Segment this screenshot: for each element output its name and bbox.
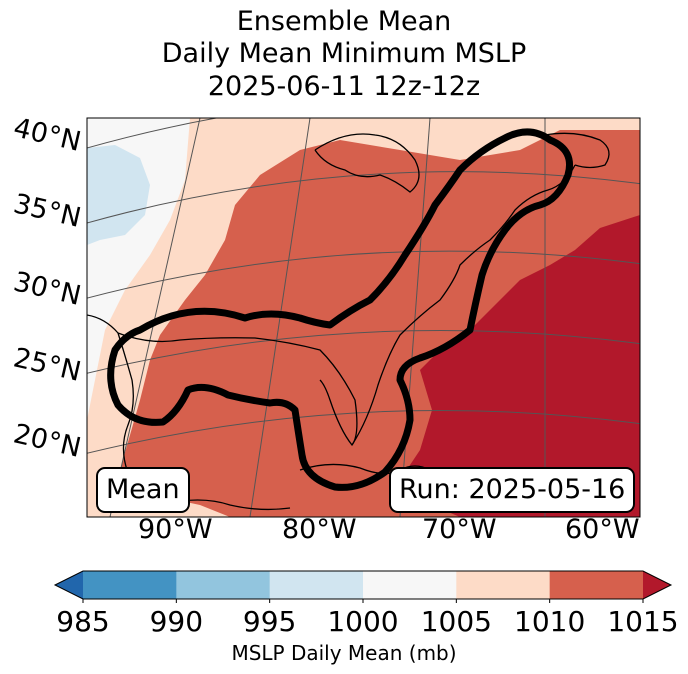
colorbar-tick-label: 995 <box>242 605 297 638</box>
band-990-995 <box>87 145 150 245</box>
gridline-lon-70 <box>399 118 431 517</box>
lon-label-80: 80°W <box>282 514 357 545</box>
colorbar-segment-1 <box>83 571 177 599</box>
band-1010-1015 <box>400 215 640 517</box>
colorbar-extend-low <box>55 571 83 599</box>
coast-maritimes <box>544 132 610 169</box>
lon-label-70: 70°W <box>422 514 497 545</box>
colorbar-tick-label: 1005 <box>420 605 492 638</box>
colorbar-segment-2 <box>176 571 271 599</box>
mean-label-box: Mean <box>96 467 190 513</box>
colorbar-tick-label: 1000 <box>327 605 399 638</box>
coast-gulf <box>117 332 358 447</box>
mslp-field <box>87 118 640 517</box>
colorbar-segment-4 <box>363 571 457 599</box>
lon-label-90: 90°W <box>138 514 213 545</box>
colorbar-tick-label: 1015 <box>607 605 679 638</box>
coast-east <box>351 164 576 446</box>
lon-label-60: 60°W <box>565 514 640 545</box>
band-1000-1005 <box>87 118 640 517</box>
gridline-lat-30 <box>87 250 640 299</box>
title-line-2: Daily Mean Minimum MSLP <box>161 38 527 69</box>
colorbar-tick-label: 990 <box>149 605 204 638</box>
colorbar-tick-label: 985 <box>56 605 110 638</box>
gridline-lat-25 <box>87 329 640 374</box>
title-line-3: 2025-06-11 12z-12z <box>207 71 481 102</box>
gridline-lat-20 <box>87 409 640 454</box>
run-date-box: Run: 2025-05-16 <box>389 467 636 513</box>
colorbar <box>53 570 673 603</box>
map-frame <box>86 117 641 518</box>
colorbar-segment-5 <box>456 571 551 599</box>
colorbar-label: MSLP Daily Mean (mb) <box>231 641 457 665</box>
gridline-lon-90 <box>109 118 201 517</box>
colorbar-tick-label: 1010 <box>514 605 586 638</box>
great-lakes <box>314 133 420 193</box>
title-line-1: Ensemble Mean <box>236 6 452 37</box>
colorbar-segment-6 <box>549 571 644 599</box>
colorbar-segment-3 <box>269 571 364 599</box>
mean-contour <box>107 128 573 491</box>
colorbar-extend-high <box>643 571 671 599</box>
gridline-lat-40 <box>87 118 220 149</box>
